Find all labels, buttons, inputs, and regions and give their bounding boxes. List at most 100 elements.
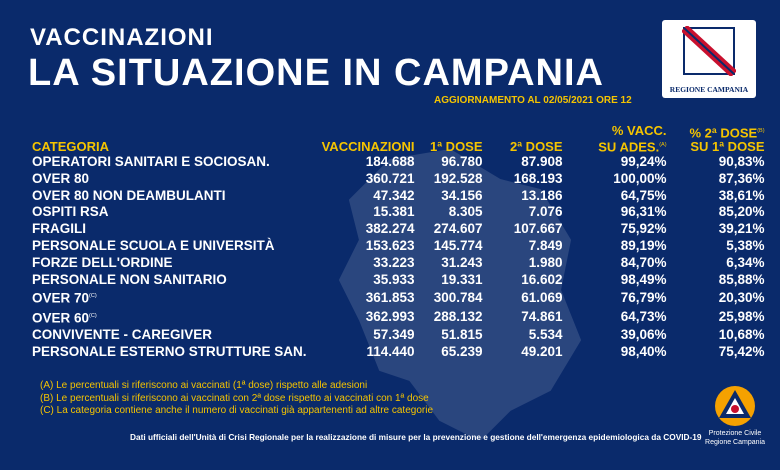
cell-perc-dose: 85,20% <box>667 204 765 221</box>
regione-campania-logo: REGIONE CAMPANIA <box>662 20 756 98</box>
cell-dose1: 145.774 <box>415 238 483 255</box>
cell-dose2-text: 61.069 <box>521 289 563 305</box>
cell-dose1-text: 300.784 <box>433 289 483 305</box>
cell-dose2: 74.861 <box>483 308 562 327</box>
cell-categoria-text: PERSONALE SCUOLA E UNIVERSITÀ <box>32 237 275 253</box>
cell-dose2: 16.602 <box>483 271 563 289</box>
cell-dose2-text: 87.908 <box>521 154 563 169</box>
cell-dose1-text: 96.780 <box>441 154 483 169</box>
coat-of-arms-icon <box>682 26 736 76</box>
page-title: LA SITUAZIONE IN CAMPANIA <box>28 52 604 94</box>
cell-dose2: 7.076 <box>483 204 563 221</box>
cell-perc-vacc-text: 84,70% <box>620 254 667 270</box>
cell-categoria-text: PERSONALE NON SANITARIO <box>32 271 227 287</box>
cell-perc-dose-text: 10,68% <box>718 326 765 342</box>
cell-vaccinazioni-text: 57.349 <box>373 326 415 342</box>
cell-vaccinazioni: 361.853 <box>307 288 415 307</box>
cell-perc-vacc-text: 39,06% <box>620 326 667 342</box>
cell-vaccinazioni-text: 184.688 <box>365 154 415 169</box>
cell-dose2: 1.980 <box>483 255 563 272</box>
header-perc-vacc: % VACC. SU ADES.(A) <box>563 120 666 154</box>
cell-vaccinazioni: 33.223 <box>307 255 414 272</box>
cell-perc-dose: 39,21% <box>667 221 765 238</box>
cell-categoria-text: OPERATORI SANITARI E SOCIOSAN. <box>32 154 270 169</box>
table-row: OVER 80 360.721 192.528 168.193 100,00% 87,36… <box>32 171 765 188</box>
cell-perc-vacc: 64,75% <box>563 188 667 205</box>
cell-categoria: PERSONALE NON SANITARIO <box>32 272 307 289</box>
cell-perc-dose-text: 5,38% <box>726 237 765 253</box>
cell-dose2-text: 49.201 <box>521 343 563 359</box>
cell-vaccinazioni: 362.993 <box>307 308 415 327</box>
cell-categoria: CONVIVENTE - CAREGIVER <box>32 327 307 344</box>
cell-perc-vacc-text: 75,92% <box>620 221 667 237</box>
cell-dose1: 96.780 <box>415 154 483 171</box>
cell-vaccinazioni-text: 382.274 <box>365 221 415 237</box>
cell-categoria: PERSONALE ESTERNO STRUTTURE SAN. <box>32 344 307 361</box>
cell-perc-vacc: 96,31% <box>563 204 667 221</box>
footnote-marker: (C) <box>89 293 97 300</box>
cell-perc-vacc: 84,70% <box>563 255 667 272</box>
table-row: OSPITI RSA 15.381 8.305 7.076 96,31% 85,20% <box>32 204 765 221</box>
table-row: CONVIVENTE - CAREGIVER 57.349 51.815 5.534 3… <box>32 327 765 344</box>
cell-categoria-text: OSPITI RSA <box>32 204 109 220</box>
cell-dose1: 288.132 <box>415 308 483 327</box>
table-header-row: CATEGORIA VACCINAZIONI 1ª DOSE 2ª DOSE %… <box>32 120 765 154</box>
protezione-civile-icon <box>715 386 755 426</box>
cell-perc-dose: 38,61% <box>667 188 765 205</box>
cell-dose2-text: 5.534 <box>528 326 563 342</box>
header-perc-dose-line2: SU 1ª DOSE <box>690 139 765 154</box>
update-timestamp: AGGIORNAMENTO AL 02/05/2021 ORE 12 <box>434 95 632 106</box>
cell-categoria: OVER 70(C) <box>32 288 307 307</box>
cell-vaccinazioni-text: 153.623 <box>365 237 415 253</box>
cell-categoria-text: PERSONALE ESTERNO STRUTTURE SAN. <box>32 343 307 359</box>
cell-dose2: 5.534 <box>483 327 563 344</box>
cell-dose1-text: 145.774 <box>433 237 483 253</box>
cell-perc-vacc-text: 64,75% <box>620 187 667 203</box>
header-dose1: 1ª DOSE <box>430 139 483 154</box>
footnotes: (A) Le percentuali si riferiscono ai vac… <box>40 380 433 418</box>
cell-dose2: 87.908 <box>483 154 563 171</box>
cell-dose1-text: 274.607 <box>433 221 483 237</box>
cell-dose2-text: 107.667 <box>513 221 563 237</box>
cell-perc-vacc-text: 99,24% <box>620 154 667 169</box>
header-dose2: 2ª DOSE <box>510 139 563 154</box>
cell-categoria-text: OVER 80 <box>32 170 90 186</box>
protezione-civile-text: Protezione Civile Regione Campania <box>690 430 780 447</box>
footnote-marker: (C) <box>89 312 97 319</box>
cell-categoria-text: FORZE DELL'ORDINE <box>32 254 173 270</box>
cell-perc-dose: 10,68% <box>667 327 765 344</box>
cell-dose2-text: 7.076 <box>528 204 563 220</box>
cell-perc-vacc-text: 96,31% <box>620 204 667 220</box>
cell-perc-vacc: 100,00% <box>563 170 667 188</box>
cell-vaccinazioni: 360.721 <box>307 171 415 188</box>
footnote-c: (C) La categoria contiene anche il numer… <box>40 405 434 416</box>
table-row: OVER 70(C) 361.853 300.784 61.069 76,79% 20,3… <box>32 288 765 307</box>
cell-dose1-text: 51.815 <box>441 326 483 342</box>
header-categoria: CATEGORIA <box>32 139 110 154</box>
cell-perc-dose-text: 90,83% <box>718 154 765 169</box>
cell-vaccinazioni: 35.933 <box>307 272 414 289</box>
cell-vaccinazioni-text: 47.342 <box>373 187 415 203</box>
cell-dose2-text: 16.602 <box>521 271 563 287</box>
table-row: PERSONALE SCUOLA E UNIVERSITÀ 153.623 145.… <box>32 238 765 255</box>
header-perc-dose-line1: % 2ª DOSE <box>689 125 758 140</box>
cell-perc-dose-text: 20,30% <box>718 289 765 305</box>
cell-dose1: 19.331 <box>415 272 482 289</box>
cell-perc-vacc-text: 100,00% <box>613 170 667 186</box>
cell-perc-dose: 75,42% <box>667 344 765 361</box>
cell-dose2: 49.201 <box>483 343 563 361</box>
cell-perc-dose-text: 85,88% <box>718 271 765 287</box>
table-row: PERSONALE ESTERNO STRUTTURE SAN. 114.440 6… <box>32 344 765 361</box>
cell-categoria: FORZE DELL'ORDINE <box>32 255 307 272</box>
cell-dose2: 61.069 <box>483 288 563 307</box>
cell-categoria: FRAGILI <box>32 221 307 238</box>
source-footer: Dati ufficiali dell'Unità di Crisi Regio… <box>130 432 702 442</box>
cell-categoria: PERSONALE SCUOLA E UNIVERSITÀ <box>32 238 307 255</box>
cell-dose1: 192.528 <box>415 171 483 188</box>
cell-categoria: OVER 80 NON DEAMBULANTI <box>32 188 307 205</box>
table-row: PERSONALE NON SANITARIO 35.933 19.331 16.60… <box>32 272 765 289</box>
cell-perc-dose: 25,98% <box>667 308 765 327</box>
cell-perc-vacc: 39,06% <box>563 327 667 344</box>
cell-dose2: 168.193 <box>483 171 563 188</box>
footnote-b: (B) Le percentuali si riferiscono ai vac… <box>40 392 429 404</box>
